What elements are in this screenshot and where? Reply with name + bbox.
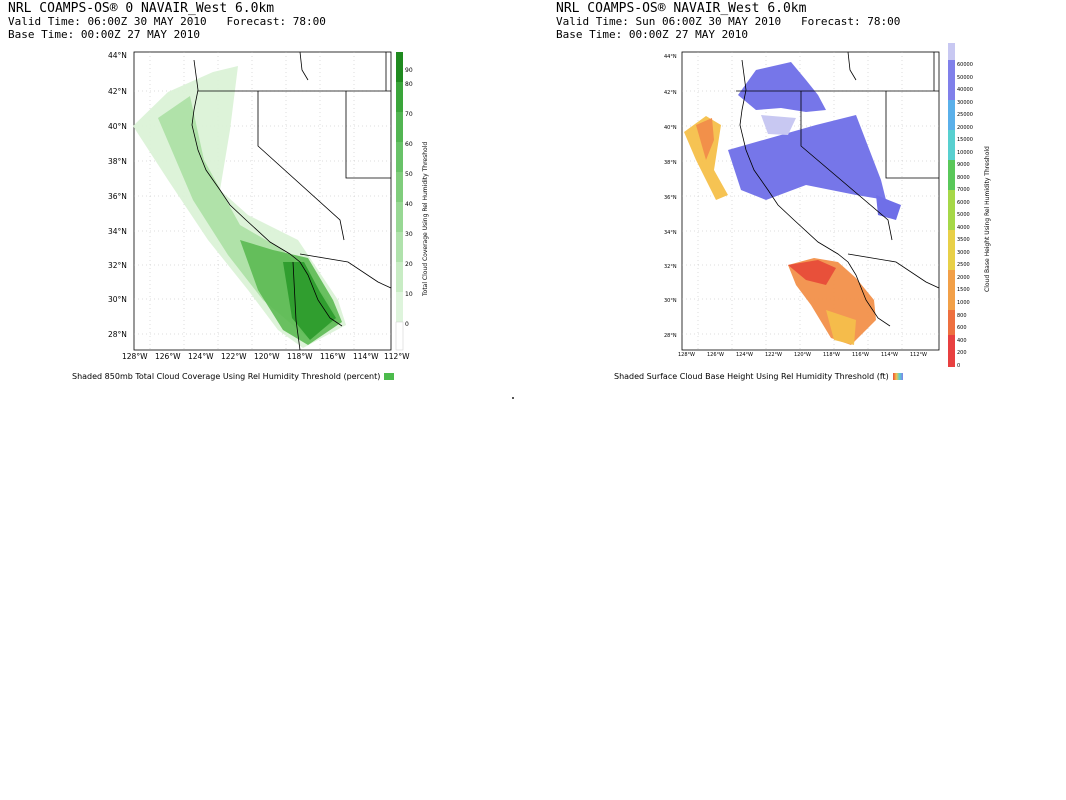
lat-label: 36°N xyxy=(108,192,127,201)
right-header-title: NRL COAMPS-OS® NAVAIR_West 6.0km xyxy=(556,1,807,16)
left-map: 44°N 42°N 40°N 38°N 36°N 34°N 32°N 30°N … xyxy=(108,51,429,361)
lon-label: 126°W xyxy=(155,352,181,361)
lat-label: 38°N xyxy=(108,157,127,166)
lat-label: 40°N xyxy=(108,122,127,131)
colorbar-label: 40 xyxy=(405,201,413,208)
colorbar-label: 0 xyxy=(957,363,960,369)
colorbar-label: 20000 xyxy=(957,125,973,131)
right-colorbar: 0 200 400 600 800 1000 1500 2000 2500 30… xyxy=(948,43,991,369)
colorbar-label: 80 xyxy=(405,81,413,88)
lon-label: 114°W xyxy=(353,352,379,361)
colorbar-label: 70 xyxy=(405,111,413,118)
left-lon-labels: 128°W 126°W 124°W 122°W 120°W 118°W 116°… xyxy=(122,352,410,361)
colorbar-label: 3000 xyxy=(957,250,970,256)
lon-label: 122°W xyxy=(221,352,247,361)
lon-label: 122°W xyxy=(765,352,782,358)
lon-label: 118°W xyxy=(823,352,840,358)
lon-label: 118°W xyxy=(287,352,313,361)
colorbar-label: 20 xyxy=(405,261,413,268)
lon-label: 124°W xyxy=(736,352,753,358)
colorbar-label: 30 xyxy=(405,231,413,238)
colorbar-label: 15000 xyxy=(957,137,973,143)
left-caption-text: Shaded 850mb Total Cloud Coverage Using … xyxy=(72,372,381,381)
lat-label: 36°N xyxy=(664,195,677,201)
lat-label: 34°N xyxy=(108,227,127,236)
lon-label: 112°W xyxy=(384,352,410,361)
right-caption-text: Shaded Surface Cloud Base Height Using R… xyxy=(614,372,889,381)
colorbar-label: 600 xyxy=(957,325,967,331)
lat-label: 32°N xyxy=(664,264,677,270)
colorbar-label: 90 xyxy=(405,67,413,74)
colorbar-label: 400 xyxy=(957,338,967,344)
lon-label: 114°W xyxy=(881,352,898,358)
colorbar-label: 30000 xyxy=(957,100,973,106)
lat-label: 30°N xyxy=(108,295,127,304)
left-caption-swatch xyxy=(384,373,395,380)
lon-label: 128°W xyxy=(678,352,695,358)
colorbar-label: 40000 xyxy=(957,87,973,93)
left-colorbar: 0 10 20 30 40 50 60 70 80 90 Total Cloud… xyxy=(395,52,429,351)
lat-label: 28°N xyxy=(108,330,127,339)
colorbar-label: 0 xyxy=(405,321,409,328)
colorbar-label: 1000 xyxy=(957,300,970,306)
lat-label: 40°N xyxy=(664,125,677,131)
lon-label: 116°W xyxy=(320,352,346,361)
right-caption: Shaded Surface Cloud Base Height Using R… xyxy=(614,372,903,381)
lat-label: 44°N xyxy=(108,51,127,60)
right-lon-labels: 128°W 126°W 124°W 122°W 120°W 118°W 116°… xyxy=(678,352,927,358)
right-caption-swatch xyxy=(892,373,903,380)
lon-label: 112°W xyxy=(910,352,927,358)
lat-label: 42°N xyxy=(108,87,127,96)
colorbar-label: 8000 xyxy=(957,175,970,181)
right-map-panel: NRL COAMPS-OS® NAVAIR_West 6.0km Valid T… xyxy=(556,0,1006,395)
colorbar-label: 60000 xyxy=(957,62,973,68)
lat-label: 34°N xyxy=(664,230,677,236)
left-header-base-time: Base Time: 00:00Z 27 MAY 2010 xyxy=(8,28,201,41)
right-header-valid-time: Valid Time: Sun 06:00Z 30 MAY 2010 Forec… xyxy=(556,15,901,28)
colorbar-label: 2000 xyxy=(957,275,970,281)
colorbar-label: 5000 xyxy=(957,212,970,218)
lat-label: 38°N xyxy=(664,160,677,166)
lat-label: 28°N xyxy=(664,333,677,339)
colorbar-label: 7000 xyxy=(957,187,970,193)
colorbar-label: 50000 xyxy=(957,75,973,81)
lon-label: 116°W xyxy=(852,352,869,358)
lat-label: 30°N xyxy=(664,298,677,304)
right-cloud-shading xyxy=(684,62,901,345)
colorbar-label: 6000 xyxy=(957,200,970,206)
lat-label: 32°N xyxy=(108,261,127,270)
right-map: 44°N 42°N 40°N 38°N 36°N 34°N 32°N 30°N … xyxy=(664,43,991,369)
stray-mark xyxy=(512,397,514,399)
lon-label: 120°W xyxy=(794,352,811,358)
right-header-base-time: Base Time: 00:00Z 27 MAY 2010 xyxy=(556,28,749,41)
colorbar-label: 60 xyxy=(405,141,413,148)
colorbar-label: 9000 xyxy=(957,162,970,168)
right-boundaries xyxy=(736,51,940,327)
left-lat-labels: 44°N 42°N 40°N 38°N 36°N 34°N 32°N 30°N … xyxy=(108,51,127,339)
colorbar-label: 1500 xyxy=(957,287,970,293)
left-caption: Shaded 850mb Total Cloud Coverage Using … xyxy=(72,372,395,381)
colorbar-title: Cloud Base Height Using Rel Humidity Thr… xyxy=(984,146,991,292)
right-lat-labels: 44°N 42°N 40°N 38°N 36°N 34°N 32°N 30°N … xyxy=(664,54,677,339)
colorbar-label: 10 xyxy=(405,291,413,298)
left-map-panel: NRL COAMPS-OS® 0 NAVAIR_West 6.0km Valid… xyxy=(8,0,458,395)
lat-label: 42°N xyxy=(664,90,677,96)
lon-label: 120°W xyxy=(254,352,280,361)
colorbar-label: 2500 xyxy=(957,262,970,268)
colorbar-label: 3500 xyxy=(957,237,970,243)
colorbar-label: 4000 xyxy=(957,225,970,231)
colorbar-label: 10000 xyxy=(957,150,973,156)
colorbar-label: 25000 xyxy=(957,112,973,118)
lon-label: 128°W xyxy=(122,352,148,361)
left-header-title: NRL COAMPS-OS® 0 NAVAIR_West 6.0km xyxy=(8,1,275,16)
left-header-valid-time: Valid Time: 06:00Z 30 MAY 2010 Forecast:… xyxy=(8,15,326,28)
colorbar-title: Total Cloud Coverage Using Rel Humidity … xyxy=(422,142,429,297)
lat-label: 44°N xyxy=(664,54,677,60)
lon-label: 126°W xyxy=(707,352,724,358)
colorbar-label: 200 xyxy=(957,350,967,356)
left-boundaries xyxy=(191,51,392,351)
lon-label: 124°W xyxy=(188,352,214,361)
colorbar-label: 50 xyxy=(405,171,413,178)
colorbar-label: 800 xyxy=(957,313,967,319)
